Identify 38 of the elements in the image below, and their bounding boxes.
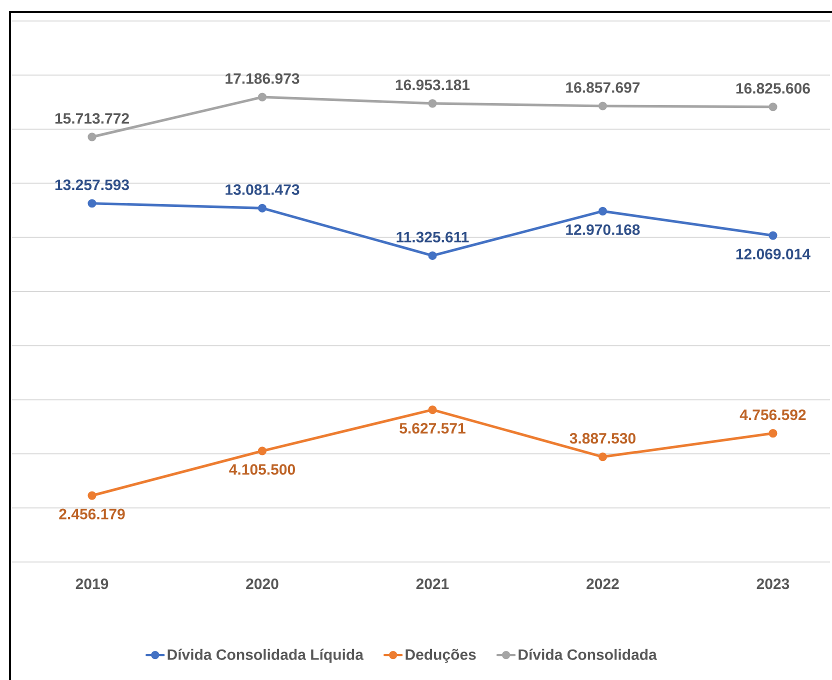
point xyxy=(598,206,608,216)
data-label: 12.069.014 xyxy=(736,248,810,260)
data-label: 4.756.592 xyxy=(740,410,806,420)
point xyxy=(258,204,267,212)
x-tick-label: 2019 xyxy=(76,578,108,590)
data-label: 16.857.697 xyxy=(566,82,640,93)
data-label: 12.970.168 xyxy=(566,224,640,235)
point xyxy=(88,491,96,500)
data-label: 13.257.593 xyxy=(55,180,129,190)
x-tick-label: 2021 xyxy=(416,578,449,590)
point xyxy=(768,102,778,112)
point xyxy=(428,251,437,260)
point xyxy=(428,405,437,414)
legend-label: Dívida Consolidada xyxy=(518,648,657,660)
point xyxy=(768,231,778,240)
legend-label: Deduções xyxy=(406,648,476,663)
x-tick-label: 2022 xyxy=(586,578,619,590)
point xyxy=(598,452,608,462)
x-tick-label: 2020 xyxy=(246,578,278,590)
data-label: 17.186.973 xyxy=(226,73,300,84)
data-label: 13.081.473 xyxy=(226,184,300,195)
data-label: 2.456.179 xyxy=(59,508,125,520)
point xyxy=(88,132,96,142)
point xyxy=(768,429,778,438)
point xyxy=(428,99,437,108)
legend-label: Dívida Consolidada Líquida xyxy=(168,648,364,663)
data-label: 11.325.611 xyxy=(396,232,469,242)
data-label: 5.627.571 xyxy=(400,422,466,434)
point xyxy=(258,446,267,456)
data-label: 3.887.530 xyxy=(570,432,636,444)
x-tick-label: 2023 xyxy=(756,578,790,590)
point xyxy=(258,92,267,102)
data-label: 16.825.606 xyxy=(736,83,810,94)
data-label: 4.105.500 xyxy=(229,464,295,475)
point xyxy=(88,199,96,208)
point xyxy=(598,102,608,110)
data-label: 15.713.772 xyxy=(55,113,129,124)
data-label: 16.953.181 xyxy=(396,80,470,90)
